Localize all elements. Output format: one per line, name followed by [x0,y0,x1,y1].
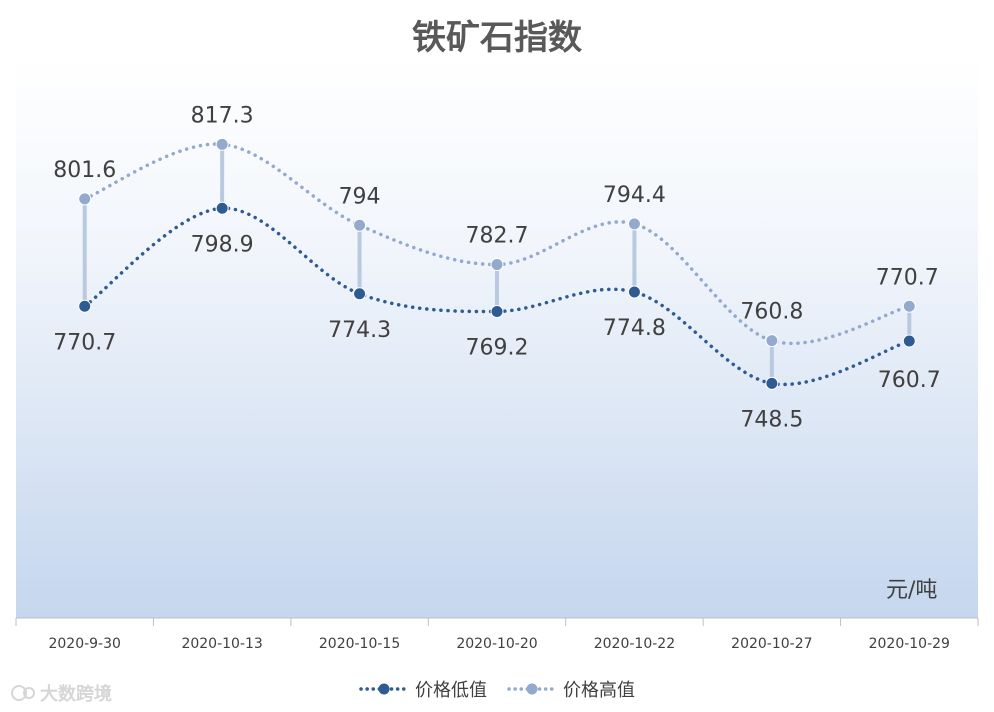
data-point-high [902,299,916,313]
x-tick-label: 2020-10-13 [181,636,262,652]
data-label-high: 794.4 [603,183,666,208]
legend-item-high[interactable]: 价格高值 [507,676,635,702]
data-point-high [490,258,504,272]
data-label-high: 801.6 [53,158,116,183]
data-point-high [215,137,229,151]
data-label-high: 760.8 [740,300,803,325]
chart-title: 铁矿石指数 [412,18,582,58]
data-label-low: 774.3 [328,318,391,343]
data-label-high: 782.7 [466,224,529,249]
legend-label-high: 价格高值 [563,680,635,701]
data-point-high [765,334,779,348]
data-point-low [490,304,504,318]
watermark: 大数跨境 [10,680,112,706]
data-point-high [78,192,92,206]
x-tick-label: 2020-9-30 [48,636,120,652]
x-tick-label: 2020-10-20 [456,636,537,652]
data-label-low: 774.8 [603,316,666,341]
data-label-low: 760.7 [878,368,941,393]
legend: 价格低值 价格高值 [0,676,994,702]
data-point-high [627,217,641,231]
data-label-low: 798.9 [191,232,254,257]
data-label-low: 769.2 [466,335,529,360]
data-point-low [78,299,92,313]
data-label-low: 770.7 [53,330,116,355]
data-point-low [215,201,229,215]
data-label-low: 748.5 [740,407,803,432]
data-point-low [627,285,641,299]
unit-label: 元/吨 [886,578,938,603]
watermark-text: 大数跨境 [40,684,112,705]
data-point-low [765,376,779,390]
data-label-high: 770.7 [876,265,939,290]
legend-label-low: 价格低值 [415,680,487,701]
watermark-logo-icon [11,685,35,701]
x-tick-label: 2020-10-27 [731,636,812,652]
data-label-high: 794 [339,184,381,209]
x-tick-label: 2020-10-15 [319,636,400,652]
legend-marker-low-icon [359,683,409,695]
x-tick-label: 2020-10-22 [594,636,675,652]
legend-item-low[interactable]: 价格低值 [359,676,487,702]
x-tick-label: 2020-10-29 [869,636,950,652]
plot-area [16,55,978,618]
data-label-high: 817.3 [191,103,254,128]
data-point-low [902,334,916,348]
data-point-high [353,218,367,232]
legend-marker-high-icon [507,683,557,695]
data-point-low [353,287,367,301]
